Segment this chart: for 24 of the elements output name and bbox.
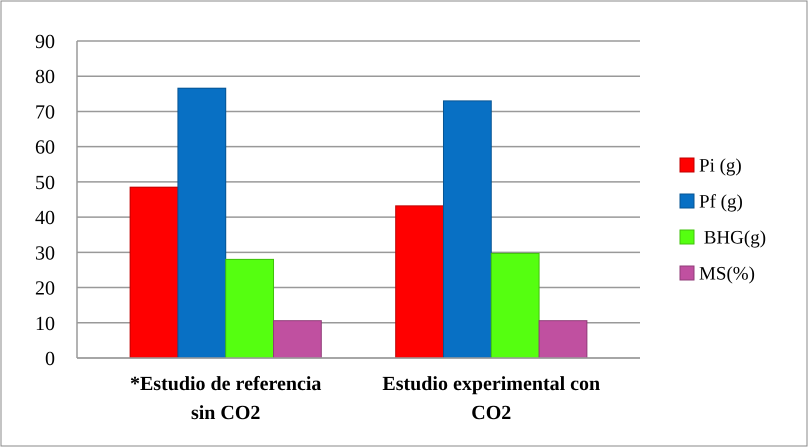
legend-label: MS(%): [699, 264, 755, 285]
bar: [225, 258, 274, 358]
y-tick-label: 40: [35, 207, 55, 230]
bar: [130, 186, 178, 358]
x-tick-label: Estudio experimental con CO2: [382, 373, 600, 424]
legend-label: BHG(g): [699, 228, 766, 249]
bar: [395, 205, 444, 358]
y-tick-label: 0: [45, 348, 55, 370]
y-tick-label: 10: [35, 312, 55, 335]
y-tick-label: 90: [35, 31, 55, 53]
bar: [538, 320, 588, 358]
y-tick-label: 80: [35, 66, 55, 88]
bar: [273, 320, 322, 358]
legend-label: Pf (g): [699, 192, 743, 213]
bar: [490, 252, 540, 358]
legend-label: Pi (g): [699, 156, 742, 177]
bar: [177, 88, 226, 358]
y-tick-label: 50: [35, 172, 55, 194]
y-tick-label: 70: [35, 101, 55, 124]
bar: [442, 100, 492, 358]
y-tick-label: 30: [35, 242, 55, 264]
y-tick-label: 60: [35, 136, 55, 159]
x-tick-label: *Estudio de referencia sin CO2: [130, 373, 322, 424]
y-tick-label: 20: [35, 278, 55, 300]
